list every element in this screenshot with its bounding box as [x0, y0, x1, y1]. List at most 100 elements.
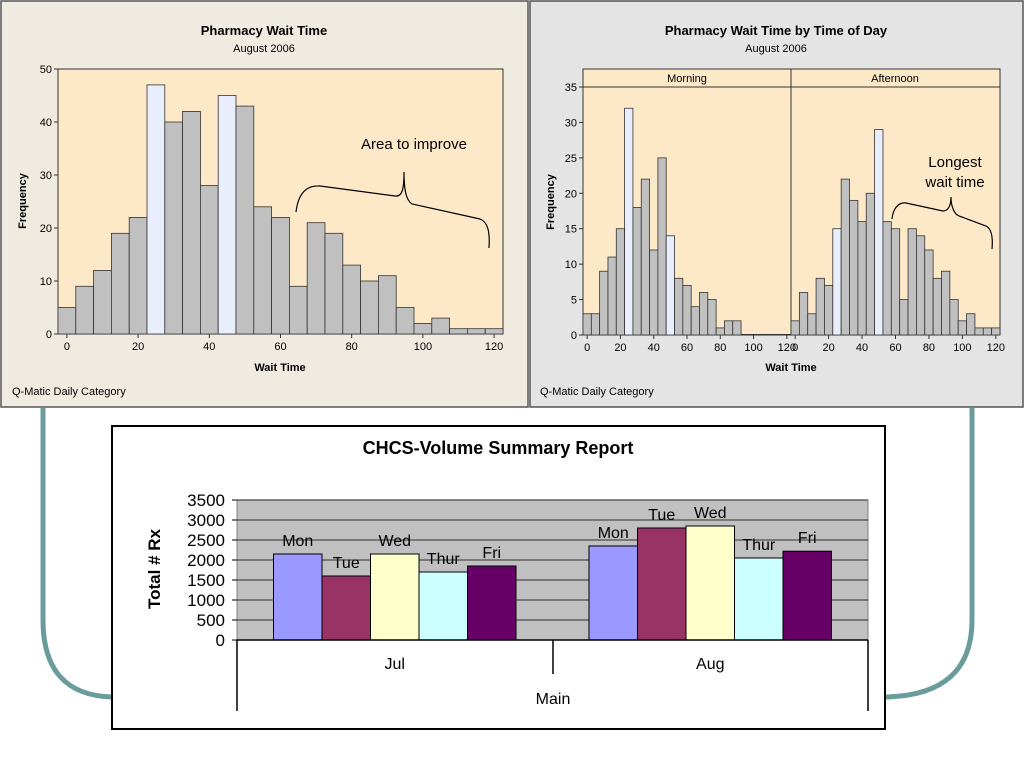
chart-2-footer: Q-Matic Daily Category: [540, 386, 654, 398]
frame-curve-left: [40, 408, 113, 700]
volume-bar: [467, 565, 517, 641]
bar-series-label: Thur: [427, 551, 461, 568]
x-tick-label: 20: [822, 342, 834, 354]
y-tick-label: 30: [565, 117, 577, 129]
bar-series-label: Fri: [482, 545, 501, 562]
y-tick-label: 30: [40, 170, 52, 182]
y-tick-label: 5: [571, 295, 577, 307]
x-tick-label: 60: [274, 341, 286, 353]
chart-2-xlabel: Wait Time: [765, 362, 816, 374]
volume-bar: [370, 553, 420, 641]
x-tick-label: 20: [614, 342, 626, 354]
y-tick-label: 3500: [187, 491, 225, 510]
histogram-bar: [874, 129, 884, 336]
y-tick-label: 10: [40, 276, 52, 288]
chart-3-ylabel: Total # Rx: [145, 528, 164, 609]
y-tick-label: 10: [565, 259, 577, 271]
histogram-bar: [674, 277, 684, 336]
category-label: Aug: [696, 656, 724, 673]
histogram-bar: [182, 111, 201, 335]
histogram-bar: [75, 285, 95, 335]
histogram-bar: [649, 249, 659, 336]
x-tick-label: 0: [792, 342, 798, 354]
chart-1-title: Pharmacy Wait Time: [201, 23, 327, 38]
chart-1-brace: [295, 171, 490, 249]
histogram-bar: [707, 299, 717, 336]
category-label: Jul: [385, 656, 405, 673]
y-tick-label: 15: [565, 224, 577, 236]
histogram-bar: [271, 216, 290, 335]
chart-2-annotation-line-2: wait time: [924, 174, 984, 191]
histogram-bar: [932, 277, 942, 336]
histogram-bar: [615, 228, 626, 336]
histogram-bar: [715, 327, 725, 336]
volume-bar: [273, 553, 323, 641]
histogram-bar: [632, 207, 642, 336]
x-tick-label: 0: [584, 342, 590, 354]
histogram-bar: [484, 328, 504, 335]
histogram-panel-2: Pharmacy Wait Time by Time of Day August…: [529, 0, 1024, 408]
histogram-bar: [288, 285, 308, 335]
x-tick-label: 80: [714, 342, 726, 354]
histogram-bar: [449, 328, 468, 335]
histogram-bar: [957, 320, 967, 336]
bar-series-label: Wed: [378, 533, 411, 550]
y-tick-label: 35: [565, 82, 577, 94]
x-tick-label: 20: [132, 341, 144, 353]
chart-2-annotation-line-1: Longest: [928, 154, 982, 171]
histogram-bar: [657, 157, 667, 336]
chart-1-ylabel: Frequency: [17, 172, 29, 229]
histogram-bar: [395, 307, 415, 335]
x-tick-label: 120: [778, 342, 796, 354]
volume-bar: [418, 571, 468, 641]
histogram-bar: [431, 317, 450, 335]
histogram-bar: [724, 320, 734, 336]
histogram-bar: [790, 320, 800, 336]
y-tick-label: 20: [40, 223, 52, 235]
histogram-bar: [599, 270, 609, 336]
bar-series-label: Fri: [798, 530, 817, 547]
y-tick-label: 0: [571, 330, 577, 342]
histogram-bar: [466, 328, 486, 335]
x-tick-label: 60: [681, 342, 693, 354]
histogram-bar: [949, 299, 959, 336]
histogram-bar: [690, 306, 700, 336]
histogram-bar: [882, 221, 892, 336]
histogram-bar: [360, 280, 379, 335]
x-tick-label: 100: [953, 342, 971, 354]
chart-2-title: Pharmacy Wait Time by Time of Day: [665, 23, 888, 38]
y-tick-label: 500: [197, 611, 225, 630]
y-tick-label: 40: [40, 117, 52, 129]
bar-series-label: Mon: [598, 525, 629, 542]
y-tick-label: 20: [565, 188, 577, 200]
histogram-bar: [217, 95, 237, 335]
histogram-bar: [899, 299, 909, 336]
histogram-bar: [907, 228, 917, 336]
histogram-panel-1: Pharmacy Wait Time August 2006 0 10 20 30 40…: [0, 0, 529, 408]
histogram-bar: [377, 275, 397, 335]
histogram-bar: [324, 232, 344, 335]
strip-afternoon-label: Afternoon: [871, 73, 919, 85]
histogram-bar: [253, 206, 273, 335]
histogram-bar: [832, 228, 842, 336]
volume-bar: [321, 575, 371, 641]
x-tick-label: 80: [923, 342, 935, 354]
y-tick-label: 0: [216, 631, 225, 650]
histogram-bar: [640, 178, 650, 336]
chart-2-brace: [891, 196, 993, 250]
y-tick-label: 0: [46, 329, 52, 341]
chart-1-annotation: Area to improve: [361, 136, 467, 153]
histogram-bar: [413, 322, 433, 335]
x-tick-label: 60: [889, 342, 901, 354]
histogram-bar: [807, 313, 817, 336]
y-tick-label: 2500: [187, 531, 225, 550]
histogram-bar: [146, 84, 166, 335]
chart-1-xlabel: Wait Time: [254, 362, 305, 374]
histogram-bar: [590, 313, 601, 336]
volume-bar: [685, 525, 735, 641]
volume-bar: [637, 527, 687, 641]
histogram-bar: [865, 192, 875, 336]
histogram-bar: [798, 292, 809, 336]
histogram-bar: [840, 178, 850, 336]
